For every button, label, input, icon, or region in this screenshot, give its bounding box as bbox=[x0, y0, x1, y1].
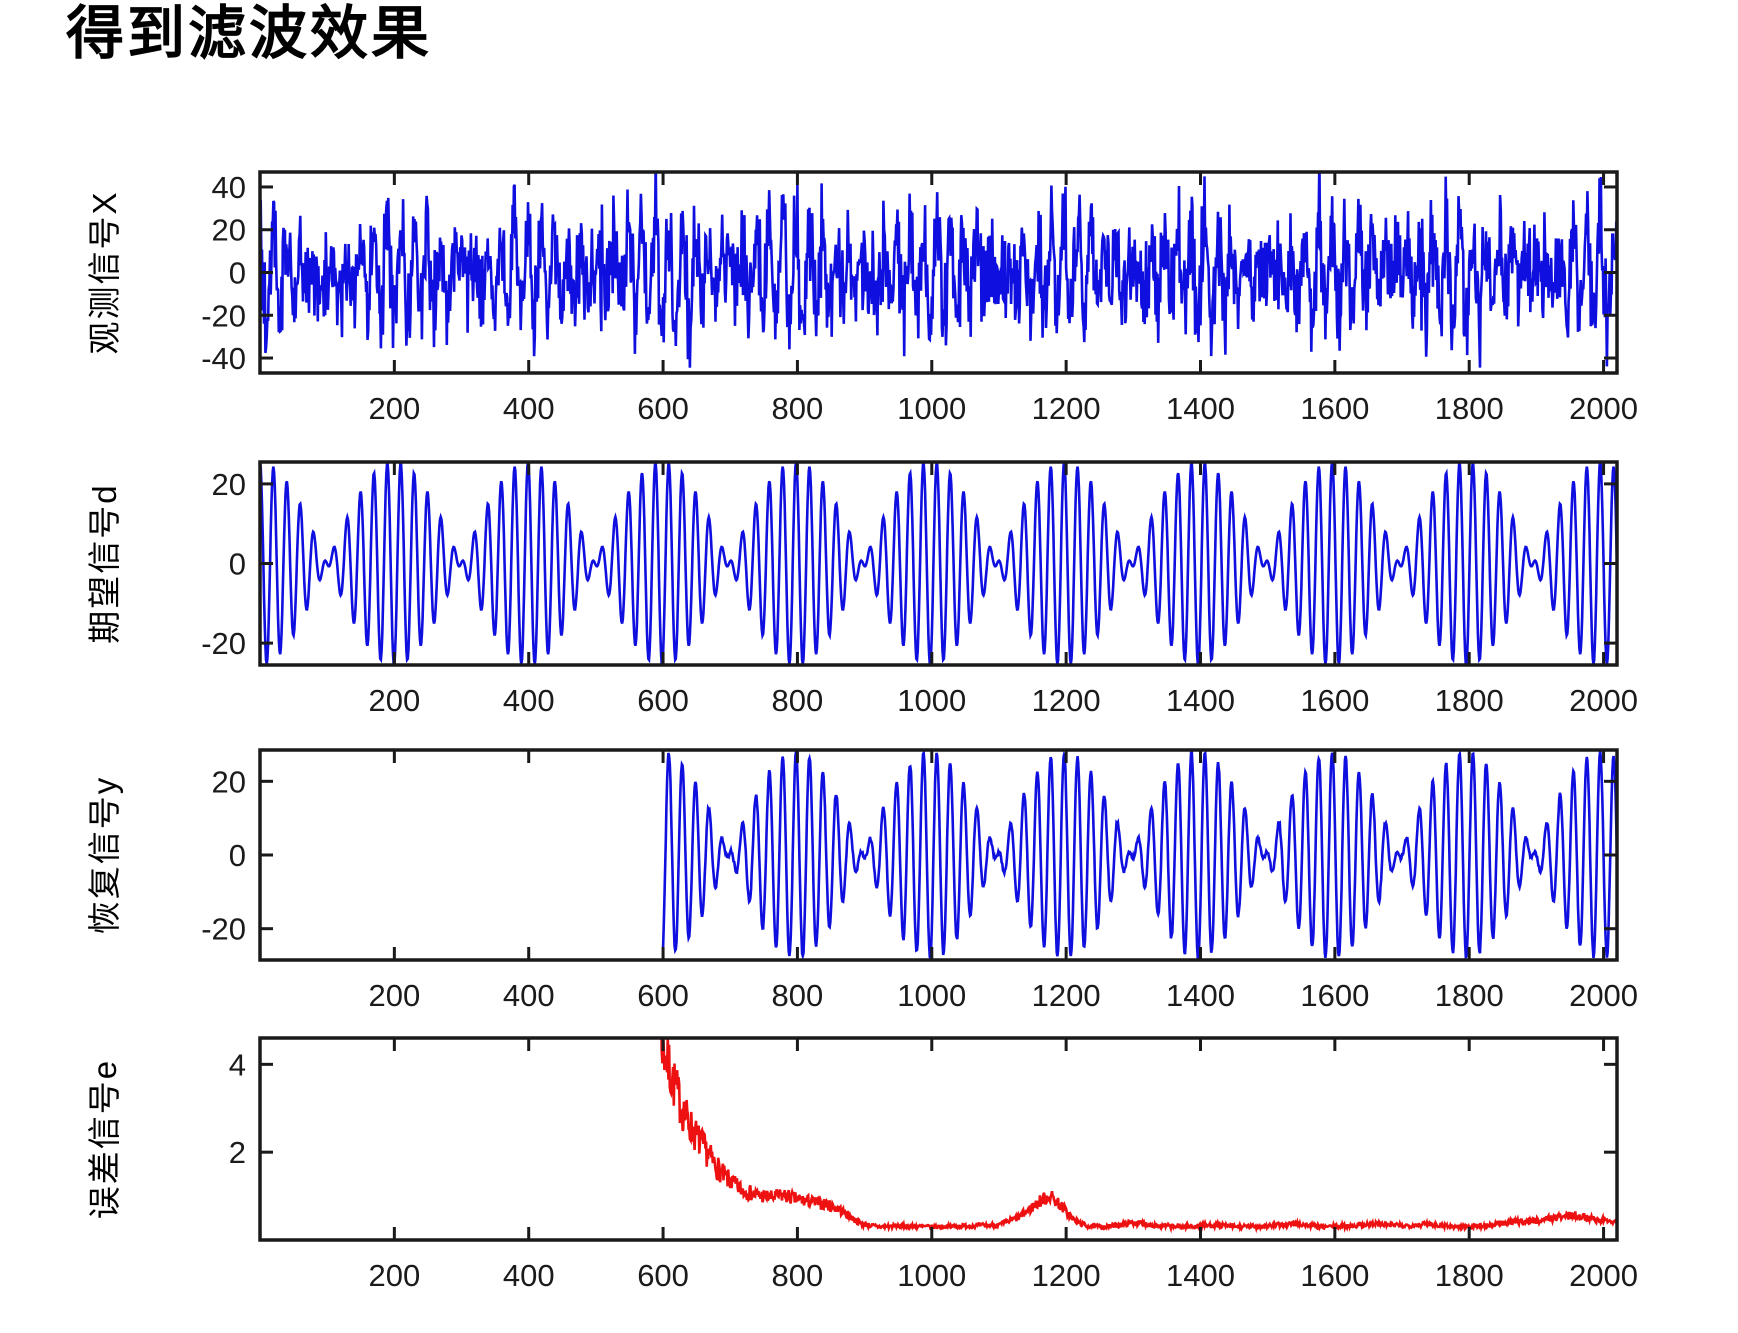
svg-text:2: 2 bbox=[229, 1135, 246, 1170]
svg-text:200: 200 bbox=[368, 1258, 420, 1293]
axis-ticks bbox=[260, 462, 1617, 665]
error-signal-subplot: 200 400 600 800 1000 1200 1400 1600 1800 2000 4 2 误差… bbox=[86, 1036, 1638, 1293]
svg-text:2000: 2000 bbox=[1569, 1258, 1638, 1293]
recovered-signal-trace bbox=[661, 750, 1617, 960]
svg-text:1000: 1000 bbox=[897, 391, 966, 426]
svg-text:20: 20 bbox=[212, 213, 246, 248]
svg-text:400: 400 bbox=[503, 1258, 555, 1293]
axis-tick-labels: 200 400 600 800 1000 1200 1400 1600 1800 2000 4 2 bbox=[229, 1047, 1638, 1293]
svg-text:1200: 1200 bbox=[1032, 683, 1101, 718]
desired-signal-subplot: 200 400 600 800 1000 1200 1400 1600 1800 2000200-… bbox=[86, 460, 1638, 718]
svg-text:1800: 1800 bbox=[1435, 978, 1504, 1013]
svg-text:200: 200 bbox=[368, 978, 420, 1013]
svg-text:1800: 1800 bbox=[1435, 683, 1504, 718]
svg-text:1400: 1400 bbox=[1166, 978, 1235, 1013]
svg-text:0: 0 bbox=[229, 838, 246, 873]
recovered-signal-subplot: 200 400 600 800 1000 1200 1400 1600 1800 2000200-… bbox=[86, 748, 1638, 1013]
svg-text:600: 600 bbox=[637, 391, 689, 426]
svg-text:-20: -20 bbox=[201, 626, 246, 661]
axis-ticks bbox=[260, 750, 1617, 960]
svg-text:1600: 1600 bbox=[1300, 683, 1369, 718]
svg-text:2000: 2000 bbox=[1569, 978, 1638, 1013]
svg-text:2000: 2000 bbox=[1569, 391, 1638, 426]
svg-text:1200: 1200 bbox=[1032, 978, 1101, 1013]
svg-text:1400: 1400 bbox=[1166, 683, 1235, 718]
svg-text:1800: 1800 bbox=[1435, 1258, 1504, 1293]
svg-text:1200: 1200 bbox=[1032, 391, 1101, 426]
svg-text:40: 40 bbox=[212, 170, 246, 205]
svg-text:600: 600 bbox=[637, 683, 689, 718]
axis-ticks bbox=[260, 1038, 1617, 1240]
svg-text:1400: 1400 bbox=[1166, 391, 1235, 426]
svg-text:1000: 1000 bbox=[897, 1258, 966, 1293]
svg-text:400: 400 bbox=[503, 978, 555, 1013]
axis-ticks bbox=[260, 172, 1617, 373]
svg-text:0: 0 bbox=[229, 256, 246, 291]
svg-text:4: 4 bbox=[229, 1047, 246, 1082]
axis-tick-labels: 200 400 600 800 1000 1200 1400 1600 1800 2000200-… bbox=[201, 467, 1638, 718]
svg-text:1200: 1200 bbox=[1032, 1258, 1101, 1293]
error-signal-ylabel: 误差信号e bbox=[86, 1059, 123, 1219]
svg-text:600: 600 bbox=[637, 978, 689, 1013]
axis-tick-labels: 200 400 600 800 1000 1200 1400 1600 1800 20004020… bbox=[201, 170, 1638, 426]
svg-text:1600: 1600 bbox=[1300, 978, 1369, 1013]
svg-text:1800: 1800 bbox=[1435, 391, 1504, 426]
svg-text:-20: -20 bbox=[201, 912, 246, 947]
desired-signal-trace bbox=[260, 462, 1617, 665]
svg-text:400: 400 bbox=[503, 683, 555, 718]
svg-text:1600: 1600 bbox=[1300, 391, 1369, 426]
plot-box bbox=[258, 1036, 1619, 1242]
svg-text:1400: 1400 bbox=[1166, 1258, 1235, 1293]
svg-text:200: 200 bbox=[368, 391, 420, 426]
svg-text:800: 800 bbox=[772, 391, 824, 426]
desired-signal-ylabel: 期望信号d bbox=[86, 483, 123, 643]
svg-text:600: 600 bbox=[637, 1258, 689, 1293]
svg-text:1000: 1000 bbox=[897, 978, 966, 1013]
observed-signal-trace bbox=[260, 172, 1617, 368]
axis-tick-labels: 200 400 600 800 1000 1200 1400 1600 1800 2000200-… bbox=[201, 764, 1638, 1013]
svg-text:-40: -40 bbox=[201, 341, 246, 376]
page-title: 得到滤波效果 bbox=[66, 0, 433, 67]
svg-text:1600: 1600 bbox=[1300, 1258, 1369, 1293]
svg-text:800: 800 bbox=[772, 978, 824, 1013]
svg-text:400: 400 bbox=[503, 391, 555, 426]
svg-text:20: 20 bbox=[212, 764, 246, 799]
error-signal-trace bbox=[660, 1038, 1617, 1234]
svg-text:800: 800 bbox=[772, 683, 824, 718]
svg-text:2000: 2000 bbox=[1569, 683, 1638, 718]
svg-text:1000: 1000 bbox=[897, 683, 966, 718]
recovered-signal-ylabel: 恢复信号y bbox=[86, 776, 123, 935]
svg-text:800: 800 bbox=[772, 1258, 824, 1293]
svg-text:0: 0 bbox=[229, 547, 246, 582]
svg-text:-20: -20 bbox=[201, 298, 246, 333]
svg-text:20: 20 bbox=[212, 467, 246, 502]
svg-text:200: 200 bbox=[368, 683, 420, 718]
observed-signal-ylabel: 观测信号X bbox=[86, 190, 123, 354]
observed-signal-subplot: 200 400 600 800 1000 1200 1400 1600 1800 20004020… bbox=[86, 170, 1638, 426]
